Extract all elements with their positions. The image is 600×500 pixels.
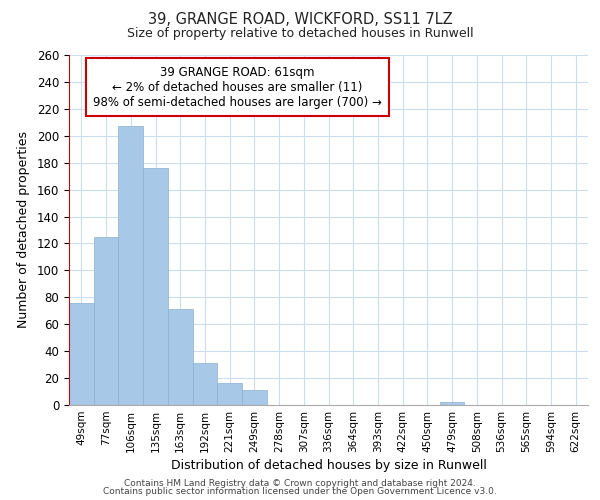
Bar xyxy=(168,310,193,405)
Bar xyxy=(193,364,217,405)
Text: 39 GRANGE ROAD: 61sqm
← 2% of detached houses are smaller (11)
98% of semi-detac: 39 GRANGE ROAD: 61sqm ← 2% of detached h… xyxy=(93,66,382,108)
Bar xyxy=(440,402,464,405)
X-axis label: Distribution of detached houses by size in Runwell: Distribution of detached houses by size … xyxy=(170,459,487,472)
Bar xyxy=(94,236,118,405)
Text: Size of property relative to detached houses in Runwell: Size of property relative to detached ho… xyxy=(127,28,473,40)
Text: Contains public sector information licensed under the Open Government Licence v3: Contains public sector information licen… xyxy=(103,487,497,496)
Bar xyxy=(143,168,168,405)
Bar xyxy=(217,384,242,405)
Bar xyxy=(242,390,267,405)
Y-axis label: Number of detached properties: Number of detached properties xyxy=(17,132,30,328)
Text: Contains HM Land Registry data © Crown copyright and database right 2024.: Contains HM Land Registry data © Crown c… xyxy=(124,478,476,488)
Text: 39, GRANGE ROAD, WICKFORD, SS11 7LZ: 39, GRANGE ROAD, WICKFORD, SS11 7LZ xyxy=(148,12,452,28)
Bar xyxy=(118,126,143,405)
Bar xyxy=(69,302,94,405)
